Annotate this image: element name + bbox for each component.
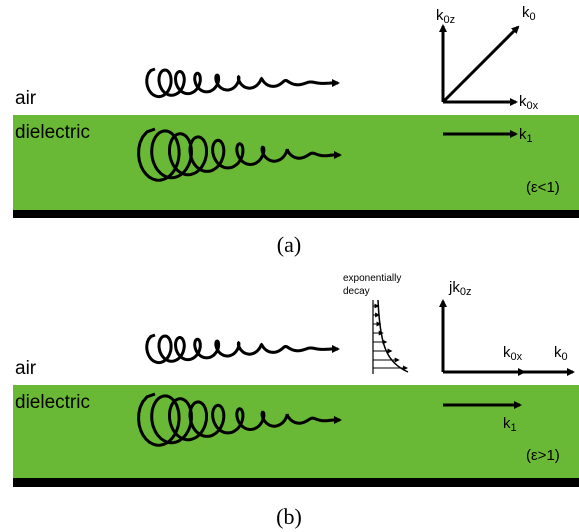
sub: 0x (511, 351, 523, 363)
caption: (a) (277, 232, 301, 257)
dielectric-label: dielectric (15, 122, 90, 143)
axis-arrow (443, 27, 518, 102)
dielectric-label: dielectric (15, 392, 90, 413)
vector-label: k0x (503, 344, 523, 363)
sub: 0x (527, 100, 539, 112)
sub: 0 (530, 11, 536, 23)
diagram: air dielectric k0z k0 k0x k1 (ε<1) (a) a… (0, 0, 579, 532)
sub: 1 (511, 422, 517, 434)
vector-label: k0x (519, 93, 539, 112)
decay-profile (373, 300, 408, 374)
dielectric-region (13, 385, 579, 478)
dielectric-region (13, 115, 579, 210)
sub: 0z (460, 286, 472, 298)
vector-label: k0 (522, 4, 536, 23)
sub: 1 (527, 133, 533, 145)
condition-label: (ε>1) (526, 447, 560, 464)
wave (147, 69, 338, 97)
caption: (b) (276, 504, 302, 529)
wave (147, 335, 338, 363)
vector-label: k0z (436, 7, 455, 26)
sub: 0z (444, 14, 456, 26)
air-label: air (15, 358, 37, 379)
vector-label: k0 (554, 344, 568, 363)
vector-label: jk0z (448, 279, 471, 298)
decay-label: decay (343, 286, 370, 297)
substrate (13, 210, 579, 218)
sub: 0 (562, 351, 568, 363)
substrate (13, 478, 579, 487)
decay-label: exponentially (343, 273, 401, 284)
main: jk (448, 279, 460, 296)
air-label: air (15, 88, 37, 109)
condition-label: (ε<1) (526, 179, 560, 196)
